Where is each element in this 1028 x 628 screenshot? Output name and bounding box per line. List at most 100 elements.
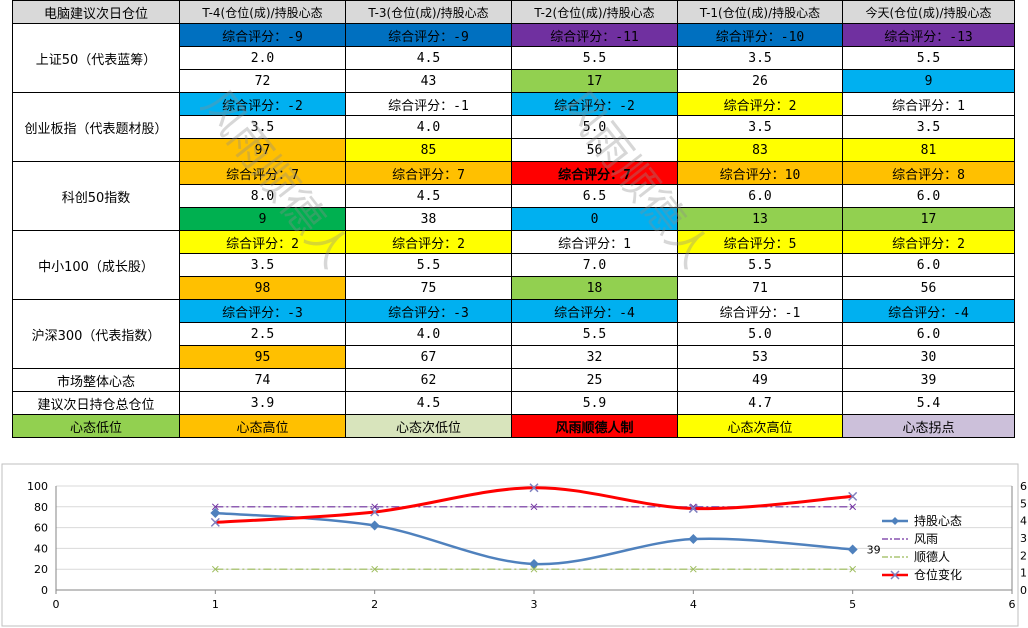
table-row: 2.0 4.5 5.5 3.5 5.5 [13,46,1015,70]
position-cell: 5.5 [511,46,678,70]
mood-cell: 56 [511,138,678,162]
table-row: 中小100（成长股） 综合评分：2 综合评分：2 综合评分：1 综合评分：5 综合评分：2 [12,230,1015,300]
position-cell: 5.0 [511,115,678,139]
y-left-tick-label: 20 [34,563,48,576]
position-cell: 7.0 [511,253,678,277]
y-left-tick-label: 60 [34,522,48,535]
data-point [847,544,858,555]
data-point [688,504,698,514]
mood-cell: 67 [345,345,512,369]
market-mood-value: 49 [677,368,843,392]
index-name: 中小100（成长股） [12,230,180,300]
position-cell: 6.0 [842,322,1015,346]
color-legend-cell: 心态低位 [12,414,180,438]
x-tick-label: 3 [531,598,538,611]
score-cell: 综合评分：-3 [179,299,346,323]
header-title: 电脑建议次日仓位 [12,0,180,24]
suggest-position-row: 建议次日持仓总仓位 3.9 4.5 5.9 4.7 5.4 [12,391,1015,415]
score-cell: 综合评分：-9 [179,23,346,47]
index-name: 创业板指（代表题材股） [12,92,180,162]
color-legend-row: 心态低位 心态高位 心态次低位 风雨顺德人制 心态次高位 心态拐点 [12,414,1015,438]
mood-cell: 30 [842,345,1015,369]
header-day-5: 今天(仓位(成)/持股心态 [842,0,1015,24]
data-point [529,483,539,493]
table-row: 8.0 4.5 6.5 6.0 6.0 [13,184,1015,208]
mood-cell: 13 [677,207,843,231]
suggest-position-label: 建议次日持仓总仓位 [12,391,180,415]
data-point [530,565,538,573]
market-mood-value: 62 [345,368,512,392]
table-row: 3.5 4.0 5.0 3.5 3.5 [13,115,1015,139]
suggest-position-value: 3.9 [179,391,346,415]
score-cell: 综合评分：-1 [677,299,843,323]
table-row: 9 38 0 13 17 [13,207,1015,231]
mood-cell: 9 [842,69,1015,93]
position-cell: 4.5 [345,46,512,70]
data-point [688,534,699,545]
mood-cell: 53 [677,345,843,369]
position-cell: 5.5 [677,253,843,277]
y-right-tick-label: 3 [1020,532,1027,545]
header-day-1: T-4(仓位(成)/持股心态 [179,0,346,24]
position-cell: 4.5 [345,184,512,208]
series-markers: 39 [210,483,881,573]
mood-cell: 18 [511,276,678,300]
table-row: 沪深300（代表指数） 综合评分：-3 综合评分：-3 综合评分：-4 综合评分：-1 综… [12,299,1015,369]
position-cell: 6.0 [842,184,1015,208]
y-right-tick-label: 1 [1020,567,1027,580]
mood-cell: 26 [677,69,843,93]
score-cell: 综合评分：-10 [677,23,843,47]
data-point [210,508,221,519]
mood-cell: 0 [511,207,678,231]
mood-cell: 43 [345,69,512,93]
position-cell: 6.0 [677,184,843,208]
data-point [689,503,697,511]
position-cell: 4.0 [345,322,512,346]
table-row: 科创50指数 综合评分：7 综合评分：7 综合评分：7 综合评分：10 综合评分：8 [12,161,1015,231]
mood-cell: 95 [179,345,346,369]
color-legend-cell: 风雨顺德人制 [511,414,678,438]
legend-label: 持股心态 [914,513,962,528]
y-left-tick-label: 100 [27,480,48,493]
color-legend-cell: 心态次高位 [677,414,843,438]
axes [55,486,1013,594]
mood-cell: 32 [511,345,678,369]
table-row: 98 75 18 71 56 [13,276,1015,300]
market-mood-label: 市场整体心态 [12,368,180,392]
position-cell: 3.5 [179,253,346,277]
index-name: 上证50（代表蓝筹） [12,23,180,93]
mood-cell: 56 [842,276,1015,300]
data-point [371,565,379,573]
mood-cell: 38 [345,207,512,231]
x-tick-label: 1 [212,598,219,611]
position-cell: 5.0 [677,322,843,346]
position-cell: 2.5 [179,322,346,346]
data-point [849,503,857,511]
market-mood-row: 市场整体心态 74 62 25 49 39 [12,368,1015,392]
y-left-tick-label: 80 [34,501,48,514]
y-right-tick-label: 0 [1020,584,1027,597]
data-point [211,503,219,511]
score-cell: 综合评分：2 [677,92,843,116]
data-point [849,565,857,573]
legend-label: 风雨 [914,532,938,546]
score-cell: 综合评分：2 [842,230,1015,254]
legend-marker [891,517,899,525]
data-label: 39 [867,543,881,556]
score-cell: 综合评分：-13 [842,23,1015,47]
y-right-tick-label: 4 [1020,515,1027,528]
mood-cell: 83 [677,138,843,162]
position-cell: 3.5 [677,46,843,70]
mood-cell: 9 [179,207,346,231]
data-point [530,503,538,511]
table-row: 创业板指（代表题材股） 综合评分：-2 综合评分：-1 综合评分：-2 综合评分：2 综合… [12,92,1015,162]
x-tick-label: 0 [53,598,60,611]
mood-cell: 85 [345,138,512,162]
mood-cell: 98 [179,276,346,300]
mood-cell: 71 [677,276,843,300]
table-row: 95 67 32 53 30 [13,345,1015,369]
score-cell: 综合评分：1 [842,92,1015,116]
mood-cell: 97 [179,138,346,162]
